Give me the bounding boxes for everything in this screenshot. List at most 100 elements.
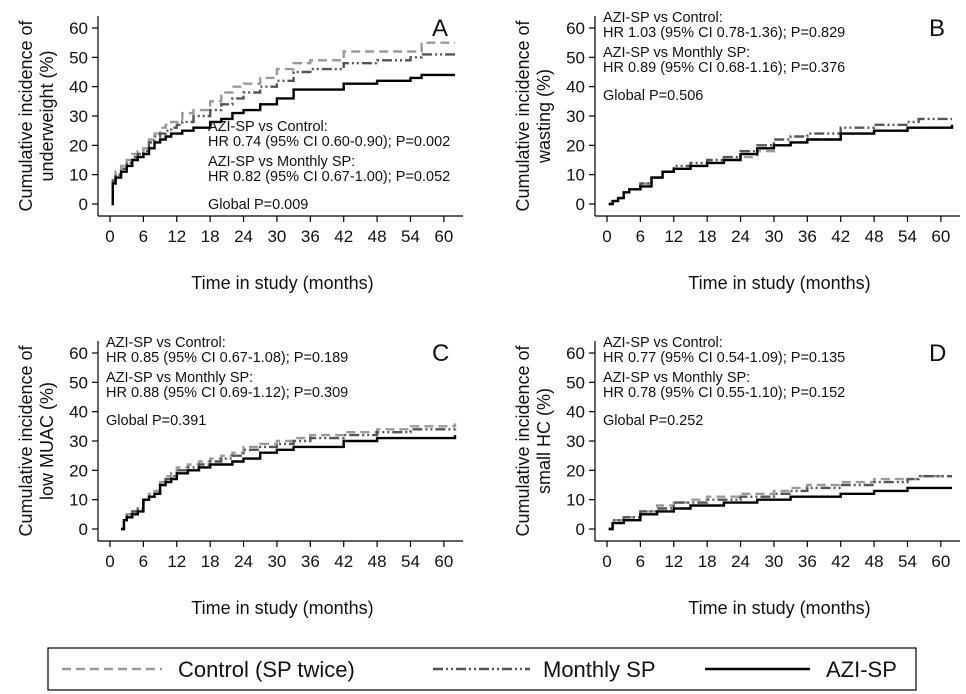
y-tick-label: 20 (69, 136, 88, 155)
x-tick-label: 42 (831, 227, 850, 246)
series-line-monthly-sp (111, 53, 455, 206)
x-tick-label: 24 (234, 552, 253, 571)
y-tick-label: 30 (566, 107, 585, 126)
x-tick-label: 0 (105, 227, 114, 246)
annotation-text: AZI-SP vs Control: (603, 335, 723, 351)
y-tick-label: 10 (69, 166, 88, 185)
y-tick-label: 0 (576, 520, 585, 539)
y-tick-label: 20 (69, 461, 88, 480)
y-axis-title-line: Cumulative incidence of (513, 19, 533, 211)
x-tick-label: 0 (602, 552, 611, 571)
x-tick-label: 36 (301, 552, 320, 571)
x-tick-label: 24 (731, 552, 750, 571)
y-tick-label: 10 (69, 491, 88, 510)
series-line-monthly-sp (608, 475, 952, 531)
y-tick-label: 40 (69, 403, 88, 422)
panel-letter: C (432, 340, 449, 367)
y-tick-label: 0 (576, 195, 585, 214)
y-tick-label: 50 (566, 373, 585, 392)
x-tick-label: 60 (434, 552, 453, 571)
x-tick-label: 60 (931, 552, 950, 571)
x-tick-label: 18 (698, 227, 717, 246)
y-tick-label: 60 (566, 344, 585, 363)
x-tick-label: 48 (368, 552, 387, 571)
x-tick-label: 42 (334, 552, 353, 571)
y-tick-label: 50 (566, 48, 585, 67)
annotation-text: HR 0.85 (95% CI 0.67-1.08); P=0.189 (106, 350, 348, 366)
x-tick-label: 18 (201, 552, 220, 571)
legend-label: Control (SP twice) (178, 657, 355, 682)
x-tick-label: 12 (167, 552, 186, 571)
panel-letter: A (432, 15, 448, 42)
x-tick-label: 24 (731, 227, 750, 246)
x-tick-label: 36 (798, 227, 817, 246)
y-axis-title: Cumulative incidence ofsmall HC (%) (513, 344, 554, 536)
x-axis-title: Time in study (months) (688, 598, 870, 618)
y-tick-label: 30 (566, 432, 585, 451)
series-line-control-sp-twice (608, 475, 952, 531)
annotation-text: AZI-SP vs Control: (603, 10, 723, 26)
panel-b: 0 10 20 30 40 50 60 0 6 12 18 24 30 36 42 48 54 60 Time in… (513, 10, 960, 293)
y-tick-label: 60 (566, 19, 585, 38)
x-tick-label: 6 (636, 227, 645, 246)
panel-letter: B (929, 15, 945, 42)
y-axis-title-line: Cumulative incidence of (16, 344, 36, 536)
y-axis-title-line: Cumulative incidence of (513, 344, 533, 536)
legend: Control (SP twice) Monthly SP AZI-SP (47, 647, 917, 691)
x-tick-label: 54 (898, 552, 917, 571)
y-tick-label: 10 (566, 491, 585, 510)
series-line-control-sp-twice (121, 423, 457, 531)
y-tick-label: 20 (566, 136, 585, 155)
x-tick-label: 12 (167, 227, 186, 246)
annotation-text: AZI-SP vs Monthly SP: (106, 370, 253, 386)
x-axis-title: Time in study (months) (688, 273, 870, 293)
y-axis-title-line: low MUAC (%) (37, 382, 57, 500)
x-tick-label: 42 (831, 552, 850, 571)
x-tick-label: 0 (602, 227, 611, 246)
x-tick-label: 6 (139, 227, 148, 246)
y-tick-label: 30 (69, 107, 88, 126)
y-tick-label: 40 (566, 403, 585, 422)
annotation-text: HR 0.77 (95% CI 0.54-1.09); P=0.135 (603, 350, 845, 366)
legend-label: Monthly SP (543, 657, 656, 682)
x-tick-label: 54 (898, 227, 917, 246)
y-tick-label: 10 (566, 166, 585, 185)
y-tick-label: 30 (69, 432, 88, 451)
annotation-text: AZI-SP vs Control: (208, 119, 328, 135)
x-tick-label: 54 (401, 227, 420, 246)
x-tick-label: 60 (434, 227, 453, 246)
y-tick-label: 50 (69, 373, 88, 392)
series-line-azi-sp (608, 486, 952, 531)
y-axis-title-line: wasting (%) (534, 69, 554, 164)
y-axis-title: Cumulative incidence oflow MUAC (%) (16, 344, 57, 536)
y-axis-title-line: Cumulative incidence of (16, 19, 36, 211)
annotation-text: AZI-SP vs Monthly SP: (208, 154, 355, 170)
x-tick-label: 6 (139, 552, 148, 571)
y-tick-label: 0 (79, 520, 88, 539)
x-tick-label: 48 (368, 227, 387, 246)
annotation-text: HR 0.82 (95% CI 0.67-1.00); P=0.052 (208, 169, 450, 185)
annotation-text: Global P=0.009 (208, 197, 308, 213)
y-tick-label: 60 (69, 344, 88, 363)
y-tick-label: 40 (566, 78, 585, 97)
x-tick-label: 30 (267, 552, 286, 571)
annotation-text: HR 0.78 (95% CI 0.55-1.10); P=0.152 (603, 385, 845, 401)
series-line-monthly-sp (121, 426, 457, 531)
y-tick-label: 50 (69, 48, 88, 67)
x-tick-label: 36 (301, 227, 320, 246)
x-tick-label: 30 (267, 227, 286, 246)
panel-d: 0 10 20 30 40 50 60 0 6 12 18 24 30 36 42 48 54 60 Time in… (513, 335, 960, 618)
series-line-control-sp-twice (111, 41, 455, 206)
panel-c: 0 10 20 30 40 50 60 0 6 12 18 24 30 36 42 48 54 60 Time in… (16, 335, 463, 618)
x-tick-label: 48 (865, 552, 884, 571)
x-tick-label: 6 (636, 552, 645, 571)
x-tick-label: 30 (764, 552, 783, 571)
x-tick-label: 18 (201, 227, 220, 246)
x-axis-title: Time in study (months) (191, 598, 373, 618)
y-axis-title-line: small HC (%) (534, 388, 554, 494)
annotation-text: HR 1.03 (95% CI 0.78-1.36); P=0.829 (603, 25, 845, 41)
y-tick-label: 0 (79, 195, 88, 214)
annotation-text: HR 0.88 (95% CI 0.69-1.12); P=0.309 (106, 385, 348, 401)
annotation-text: Global P=0.252 (603, 413, 703, 429)
